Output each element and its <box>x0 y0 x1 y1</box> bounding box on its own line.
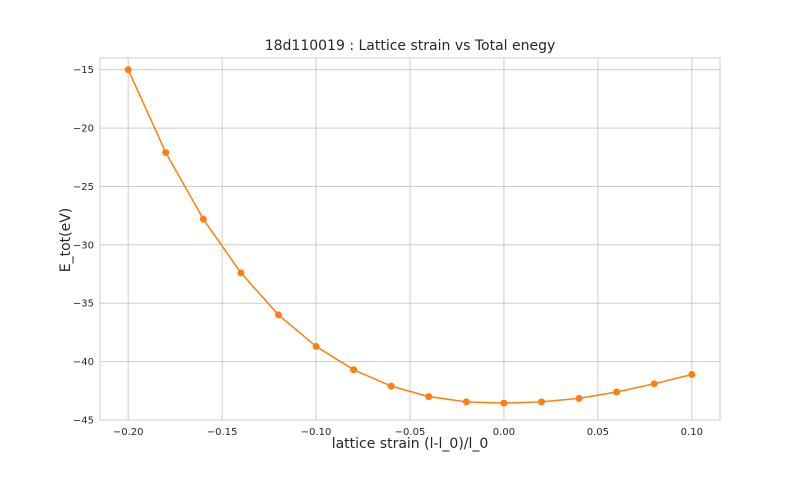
x-tick-label: −0.15 <box>207 427 238 438</box>
x-axis-label: lattice strain (l-l_0)/l_0 <box>332 436 489 452</box>
series-line <box>127 69 693 404</box>
series-layer <box>124 66 696 407</box>
y-tick-label: −35 <box>73 299 94 310</box>
data-point <box>350 366 358 374</box>
data-point <box>425 393 433 401</box>
x-tick-label: 0.00 <box>493 427 515 438</box>
data-point <box>688 370 696 378</box>
x-tick-label: 0.10 <box>681 427 703 438</box>
y-tick-label: −25 <box>73 182 94 193</box>
grid-layer <box>100 58 720 421</box>
data-point <box>312 342 320 350</box>
y-axis-label: E_tot(eV) <box>58 208 74 273</box>
chart-title: 18d110019 : Lattice strain vs Total eneg… <box>265 38 556 54</box>
data-point <box>387 382 395 390</box>
plot-frame <box>99 57 721 421</box>
data-point <box>237 269 245 277</box>
data-point <box>274 311 282 319</box>
data-point <box>538 398 546 406</box>
data-point <box>613 388 621 396</box>
y-tick-label: −45 <box>73 416 94 427</box>
x-tick-label: −0.20 <box>113 427 144 438</box>
data-point <box>650 380 658 388</box>
y-tick-label: −30 <box>73 240 94 251</box>
data-point <box>575 394 583 402</box>
y-tick-label: −40 <box>73 357 94 368</box>
x-tick-label: −0.05 <box>395 427 426 438</box>
data-point <box>462 398 470 406</box>
data-point <box>199 215 207 223</box>
y-tick-label: −15 <box>73 65 94 76</box>
tick-layer: −0.20 −0.15 −0.10 −0.05 0.00 0.05 0.10 −15 −20 −2… <box>73 65 703 438</box>
data-point <box>124 66 132 74</box>
x-tick-label: −0.10 <box>301 427 332 438</box>
x-tick-label: 0.05 <box>587 427 609 438</box>
data-point <box>162 149 170 157</box>
y-tick-label: −20 <box>73 124 94 135</box>
data-point <box>500 399 508 407</box>
